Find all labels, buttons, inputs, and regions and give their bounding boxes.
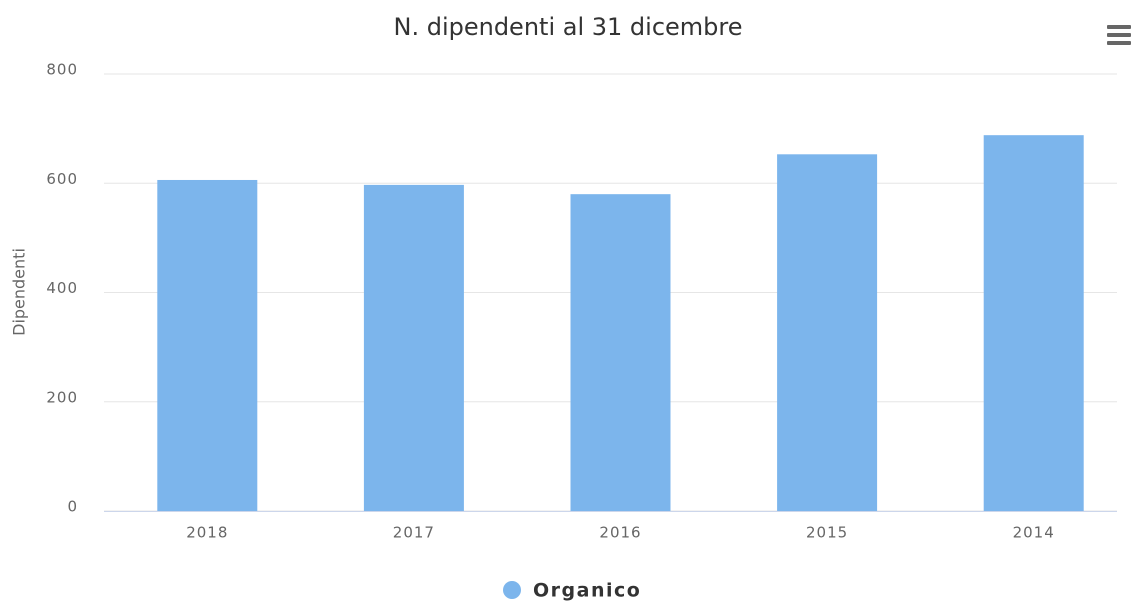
x-tick-label: 2016 bbox=[599, 524, 641, 542]
y-tick-label: 0 bbox=[67, 498, 78, 516]
bar bbox=[363, 184, 464, 512]
bar bbox=[157, 179, 258, 511]
y-axis-title: Dipendenti bbox=[10, 248, 29, 336]
x-tick-label: 2018 bbox=[186, 524, 228, 542]
legend-label: Organico bbox=[533, 580, 641, 602]
legend-marker bbox=[503, 581, 521, 599]
bar bbox=[983, 135, 1084, 511]
chart-title: N. dipendenti al 31 dicembre bbox=[394, 13, 743, 41]
x-tick-label: 2015 bbox=[806, 524, 848, 542]
y-tick-label: 600 bbox=[46, 170, 78, 188]
x-tick-label: 2017 bbox=[393, 524, 435, 542]
menu-button[interactable] bbox=[1107, 25, 1131, 45]
y-tick-label: 200 bbox=[46, 388, 78, 406]
x-tick-label: 2014 bbox=[1013, 524, 1055, 542]
y-tick-label: 400 bbox=[46, 279, 78, 297]
bar bbox=[777, 154, 878, 511]
y-tick-label: 800 bbox=[46, 61, 78, 79]
bar bbox=[570, 194, 671, 512]
